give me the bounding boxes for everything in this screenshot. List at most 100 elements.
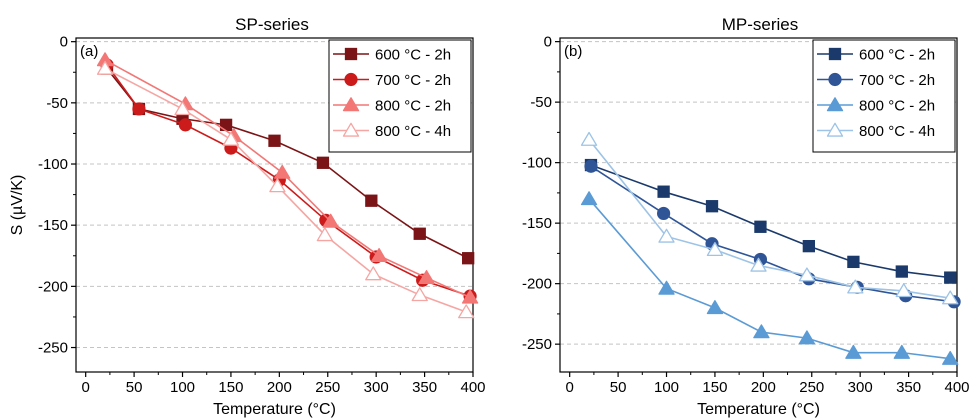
mp-data-point [750,257,767,272]
sp-data-point [365,266,382,281]
sp-x-tick-label: 200 [267,379,292,396]
sp-data-point [418,269,435,285]
sp-data-point [411,287,428,302]
sp-x-axis-label: Temperature (°C) [213,401,336,418]
sp-data-point [458,304,475,319]
mp-data-point [798,267,816,282]
mp-series-1 [584,158,957,284]
sp-chart-title: SP-series [235,15,309,34]
sp-y-tick-label: -50 [46,95,68,112]
sp-data-point [269,178,286,193]
mp-data-point [895,283,912,298]
sp-data-point [322,213,339,228]
mp-data-point [580,191,598,206]
mp-x-tick-label: 150 [702,379,727,396]
mp-x-tick-label: 50 [610,379,627,396]
sp-legend-marker [344,47,358,61]
mp-y-tick-label: -100 [522,155,552,172]
mp-data-point [580,131,598,146]
mp-data-point [657,185,670,198]
sp-x-tick-label: 0 [82,379,90,396]
mp-plot-frame [559,37,958,373]
mp-chart-panel: 0 50 100 150 200 250 300 350 400 0 -50 -100 -150 -200… [522,15,970,418]
sp-y-tick-label: -250 [38,340,68,357]
sp-x-tick-label: 100 [170,379,195,396]
sp-y-tick-label: 0 [60,34,68,51]
mp-legend-marker [826,97,844,112]
sp-data-point [132,102,146,116]
sp-x-tick-label: 350 [412,379,437,396]
mp-data-point [658,280,675,295]
mp-x-tick-label: 100 [654,379,679,396]
mp-y-tick-label: -200 [522,276,552,293]
sp-data-point [174,101,191,116]
sp-legend-label: 600 °C - 2h [375,47,451,64]
mp-data-point [895,265,908,278]
mp-data-point [706,241,724,257]
mp-legend-label: 700 °C - 2h [859,72,935,89]
sp-data-point [461,289,479,304]
mp-panel-label: (b) [564,43,582,60]
sp-data-point [316,227,334,242]
sp-data-point [274,164,291,179]
mp-y-tick-label: -150 [522,215,552,232]
sp-plot-frame [75,37,474,373]
mp-legend-marker [828,47,842,61]
mp-legend-marker [828,72,842,87]
mp-legend-label: 600 °C - 2h [859,47,935,64]
sp-data-point [222,131,240,146]
mp-series-4 [580,131,959,305]
mp-data-point [893,344,910,359]
mp-legend-marker [826,122,844,137]
mp-data-point [802,239,816,253]
mp-x-tick-label: 350 [896,379,921,396]
sp-panel-label: (a) [80,43,98,60]
sp-series-line [104,67,467,313]
mp-data-point [942,290,959,305]
sp-data-point [365,194,378,207]
sp-x-tick-label: 400 [460,379,485,396]
mp-x-tick-label: 0 [566,379,574,396]
mp-x-tick-label: 250 [799,379,824,396]
sp-chart-panel: 0 50 100 150 200 250 300 350 400 0 -50 -100 -150 -200… [9,15,486,418]
mp-data-point [753,324,770,339]
mp-data-point [584,159,598,173]
sp-series-4 [96,60,475,319]
mp-series-line [590,164,951,279]
mp-data-point [847,279,864,294]
mp-legend-label: 800 °C - 2h [859,98,935,115]
mp-y-tick-label: -250 [522,336,552,353]
sp-legend-label: 800 °C - 4h [375,123,451,140]
mp-legend: 600 °C - 2h 700 °C - 2h 800 °C - 2h 800 °C … [812,39,956,153]
sp-x-tick-label: 250 [315,379,340,396]
mp-data-point [944,271,957,284]
sp-y-tick-label: -150 [38,217,68,234]
mp-series-line [588,139,951,299]
sp-y-tick-label: -200 [38,278,68,295]
mp-x-tick-label: 400 [944,379,969,396]
sp-legend-marker [344,72,358,87]
mp-y-tick-label: -50 [530,94,552,111]
mp-x-tick-label: 300 [848,379,873,396]
mp-chart-title: MP-series [722,15,799,34]
sp-x-tick-label: 150 [218,379,243,396]
sp-legend-marker [342,97,360,112]
mp-data-point [798,330,816,345]
sp-x-tick-label: 50 [126,379,143,396]
sp-data-point [462,252,475,265]
mp-data-point [754,220,767,233]
sp-data-point [413,227,426,240]
mp-data-point [942,350,959,365]
sp-data-point [96,60,114,75]
sp-x-tick-label: 300 [364,379,389,396]
mp-series-line [588,198,951,360]
mp-data-point [657,206,671,221]
sp-legend-marker [342,122,360,137]
mp-data-point [847,255,860,269]
sp-legend-label: 700 °C - 2h [375,72,451,89]
mp-data-point [705,200,719,213]
sp-data-point [370,247,388,262]
mp-series-line [590,165,955,303]
sp-legend: 600 °C - 2h 700 °C - 2h 800 °C - 2h 800 °C … [328,39,472,153]
mp-x-axis-label: Temperature (°C) [697,401,820,418]
